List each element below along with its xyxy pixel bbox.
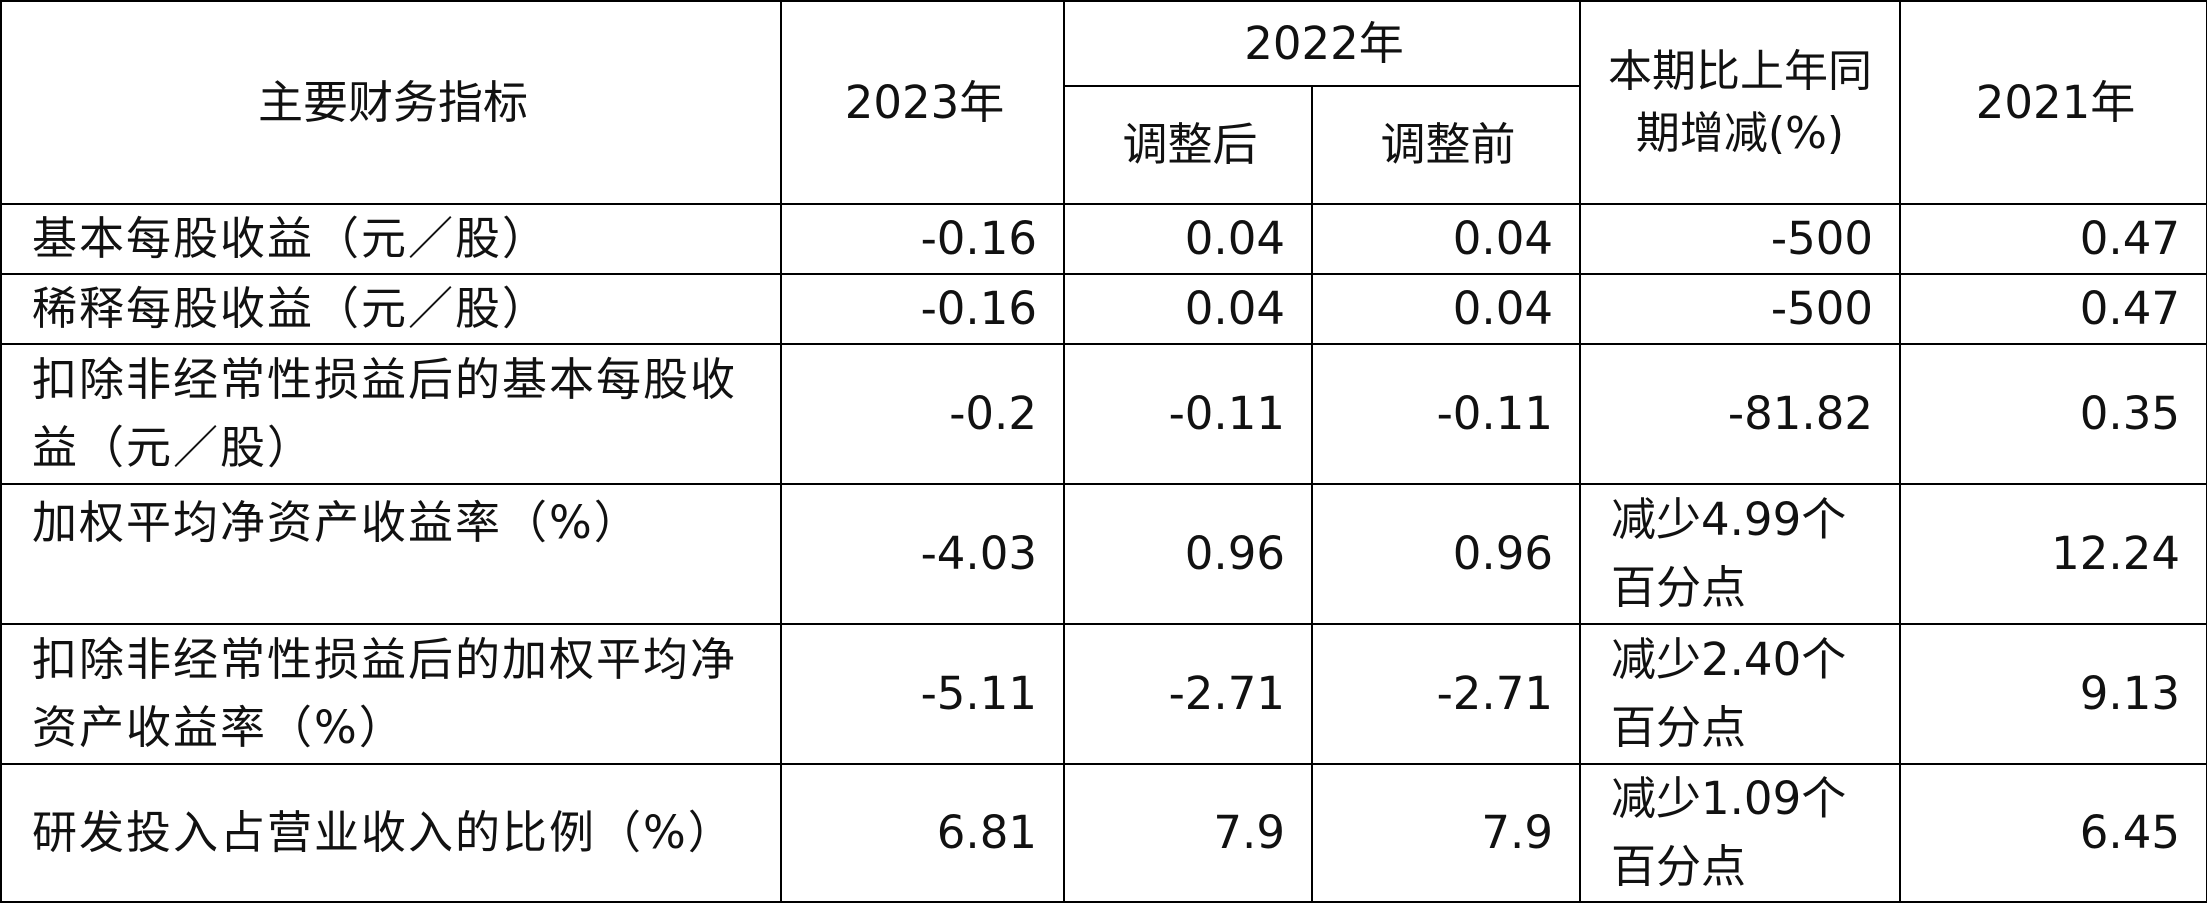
- table-row: 研发投入占营业收入的比例（%） 6.81 7.9 7.9 减少1.09个百分点 …: [0, 763, 2207, 903]
- value-2023: -0.16: [780, 203, 1065, 275]
- header-adjusted-before: 调整前: [1311, 85, 1581, 205]
- table-row: 扣除非经常性损益后的基本每股收益（元／股） -0.2 -0.11 -0.11 -…: [0, 343, 2207, 485]
- value-2021: 0.35: [1899, 343, 2207, 485]
- row-label: 扣除非经常性损益后的加权平均净资产收益率（%）: [0, 623, 782, 765]
- value-yoy-change: 减少2.40个百分点: [1579, 623, 1901, 765]
- table-row: 加权平均净资产收益率（%） -4.03 0.96 0.96 减少4.99个百分点…: [0, 483, 2207, 625]
- value-2023: -0.16: [780, 273, 1065, 345]
- value-2022-adjusted-before: -0.11: [1311, 343, 1581, 485]
- header-row-2: 调整后 调整前: [1, 85, 2207, 205]
- header-row-1: 主要财务指标 2023年 2022年 本期比上年同期增减(%) 2021年: [0, 0, 2207, 205]
- header-yoy-change: 本期比上年同期增减(%): [1579, 0, 1901, 205]
- value-yoy-change: -500: [1579, 203, 1901, 275]
- row-label: 研发投入占营业收入的比例（%）: [0, 763, 782, 903]
- value-2023: 6.81: [780, 763, 1065, 903]
- row-label: 扣除非经常性损益后的基本每股收益（元／股）: [0, 343, 782, 485]
- row-label: 基本每股收益（元／股）: [0, 203, 782, 275]
- value-2022-adjusted-before: -2.71: [1311, 623, 1581, 765]
- header-adjusted-after: 调整后: [1063, 85, 1313, 205]
- value-2022-adjusted-before: 0.04: [1311, 273, 1581, 345]
- value-2022-adjusted-after: 7.9: [1063, 763, 1313, 903]
- row-label: 稀释每股收益（元／股）: [0, 273, 782, 345]
- header-2022: 2022年: [1063, 0, 1581, 87]
- value-2021: 12.24: [1899, 483, 2207, 625]
- value-2022-adjusted-after: -0.11: [1063, 343, 1313, 485]
- value-2022-adjusted-before: 7.9: [1311, 763, 1581, 903]
- value-2021: 6.45: [1899, 763, 2207, 903]
- value-2022-adjusted-after: 0.04: [1063, 273, 1313, 345]
- value-2022-adjusted-before: 0.04: [1311, 203, 1581, 275]
- value-2021: 0.47: [1899, 203, 2207, 275]
- table-row: 扣除非经常性损益后的加权平均净资产收益率（%） -5.11 -2.71 -2.7…: [0, 623, 2207, 765]
- value-2023: -0.2: [780, 343, 1065, 485]
- value-2021: 0.47: [1899, 273, 2207, 345]
- table-row: 稀释每股收益（元／股） -0.16 0.04 0.04 -500 0.47: [0, 273, 2207, 345]
- value-yoy-change: -81.82: [1579, 343, 1901, 485]
- value-yoy-change: 减少1.09个百分点: [1579, 763, 1901, 903]
- row-label: 加权平均净资产收益率（%）: [0, 483, 782, 625]
- value-2022-adjusted-after: 0.96: [1063, 483, 1313, 625]
- value-yoy-change: 减少4.99个百分点: [1579, 483, 1901, 625]
- value-2021: 9.13: [1899, 623, 2207, 765]
- value-2022-adjusted-after: -2.71: [1063, 623, 1313, 765]
- value-2023: -5.11: [780, 623, 1065, 765]
- value-2022-adjusted-before: 0.96: [1311, 483, 1581, 625]
- header-2023: 2023年: [780, 0, 1065, 205]
- header-2021: 2021年: [1899, 0, 2207, 205]
- value-yoy-change: -500: [1579, 273, 1901, 345]
- table-row: 基本每股收益（元／股） -0.16 0.04 0.04 -500 0.47: [0, 203, 2207, 275]
- value-2022-adjusted-after: 0.04: [1063, 203, 1313, 275]
- header-indicator: 主要财务指标: [0, 0, 782, 205]
- value-2023: -4.03: [780, 483, 1065, 625]
